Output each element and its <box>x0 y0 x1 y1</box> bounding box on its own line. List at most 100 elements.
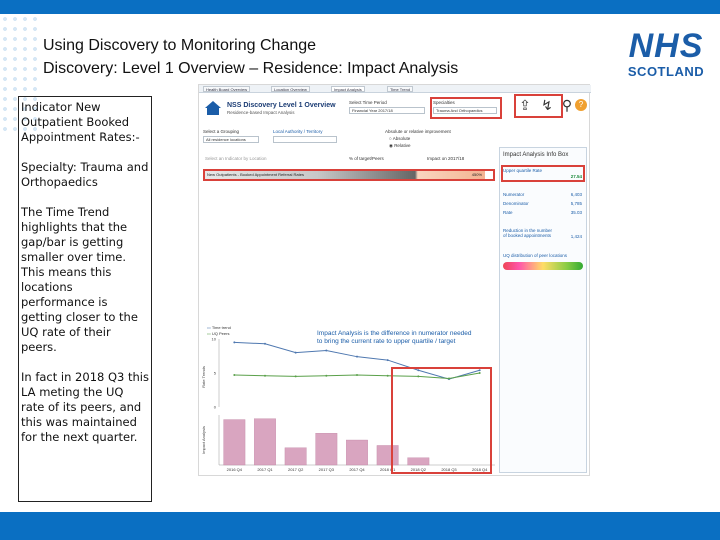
info-upper-highlight <box>501 165 585 182</box>
x-tick-label: 2017 Q4 <box>349 467 365 472</box>
annotation-line2: to bring the current rate to upper quart… <box>317 338 456 345</box>
series-point-0 <box>294 351 297 354</box>
series-point-0 <box>386 359 389 362</box>
info-upper-label: Upper quartile Rate <box>503 168 543 173</box>
impact-bar <box>346 439 368 466</box>
info-numerator-label: Numerator <box>503 192 525 197</box>
line-tick-label: 10 <box>212 337 217 342</box>
impact-axis-label: Impact Analysis <box>201 426 206 454</box>
impact-bar <box>376 445 399 466</box>
magnifier-icon[interactable]: ⚲ <box>561 97 573 113</box>
impact-bar <box>315 433 338 466</box>
x-tick-label: 2018 Q3 <box>441 467 457 472</box>
legend-time-trend: ▭ Time trend <box>207 325 231 330</box>
logo-scotland: SCOTLAND <box>627 64 705 79</box>
x-tick-label: 2017 Q1 <box>257 467 273 472</box>
absolute-relative-label: Absolute or relative improvement <box>385 129 451 134</box>
series-point-0 <box>478 369 481 372</box>
slide-title-line1: Using Discovery to Monitoring Change <box>43 37 317 54</box>
info-reduce-value: 1,424 <box>570 234 582 239</box>
legend-time-trend-label: Time trend <box>211 325 231 330</box>
nhs-scotland-logo: NHS SCOTLAND <box>620 28 712 79</box>
specialties-select[interactable]: Trauma And Orthopaedics <box>433 107 497 114</box>
chart-icon[interactable]: ↯ <box>541 97 553 113</box>
app-title: NSS Discovery Level 1 Overview <box>227 102 336 109</box>
conclusion-text: In fact in 2018 Q3 this LA meting the UQ… <box>21 370 149 444</box>
series-point-1 <box>233 374 236 377</box>
discovery-screenshot: Health Board Overview Location Overview … <box>198 84 591 476</box>
legend-uq: ▭ UQ Peers <box>207 331 230 336</box>
tab-health-board[interactable]: Health Board Overview <box>203 86 251 92</box>
legend-uq-label: UQ Peers <box>211 331 230 336</box>
grouping-select[interactable]: All residence locations <box>203 136 259 143</box>
app-subtitle: Residence-based Impact Analysis <box>227 110 295 115</box>
radio-absolute[interactable]: ○ Absolute <box>389 136 411 141</box>
info-denominator-label: Denominator <box>503 201 529 206</box>
tab-location[interactable]: Location Overview <box>271 86 310 92</box>
local-authority-select[interactable] <box>273 136 337 143</box>
line-tick-label: 0 <box>214 405 217 410</box>
grouping-label: Select a Grouping <box>203 129 240 134</box>
impact-chart: 0 5 10 Rate Trends Impact Analysis 2016 Q4 201… <box>201 337 495 472</box>
info-rate-label: Rate <box>503 210 513 215</box>
radio-relative-label: Relative <box>394 143 411 148</box>
rate-axis-label: Rate Trends <box>201 366 206 388</box>
slide-title: Using Discovery to Monitoring Change Dis… <box>43 34 458 80</box>
info-dist-label: UQ distribution of peer locations <box>503 253 568 258</box>
series-point-0 <box>417 369 420 372</box>
explanation-textbox: Indicator New Outpatient Booked Appointm… <box>18 96 152 502</box>
impact-bar <box>254 418 276 466</box>
time-period-label: Select Time Period <box>349 100 387 105</box>
impact-info-box: Impact Analysis Info Box Upper quartile … <box>499 147 587 473</box>
series-point-1 <box>325 374 328 377</box>
time-period-select[interactable]: Financial Year 2017/18 <box>349 107 425 114</box>
series-point-1 <box>294 375 297 378</box>
bottom-banner <box>0 512 720 540</box>
col-indicator-label: Select an Indicator by Location <box>205 156 267 161</box>
trend-text: The Time Trend highlights that the gap/b… <box>21 205 138 354</box>
specialty-text: Specialty: Trauma and Orthopaedics <box>21 160 149 189</box>
series-point-1 <box>264 374 266 377</box>
line-tick-label: 5 <box>214 371 217 376</box>
series-point-1 <box>417 375 420 378</box>
indicator-row[interactable]: New Outpatients - Booked Appointment Ref… <box>205 171 485 179</box>
indicator-row-value: 450% <box>471 172 482 177</box>
x-tick-label: 2018 Q1 <box>380 467 396 472</box>
impact-bar <box>223 419 246 466</box>
x-tick-label: 2016 Q4 <box>227 467 243 472</box>
info-reduce-label: Reduction in the number of booked appoin… <box>503 228 553 238</box>
logo-nhs: NHS <box>628 27 704 65</box>
col-target-label: % of target/Peers <box>349 156 384 161</box>
info-box-title: Impact Analysis Info Box <box>503 152 569 158</box>
local-authority-label: Local Authority / Territory <box>273 129 323 134</box>
series-point-1 <box>386 374 389 377</box>
info-rate-value: 35.03 <box>570 210 582 215</box>
x-tick-label: 2018 Q4 <box>472 467 488 472</box>
impact-annotation: Impact Analysis is the difference in num… <box>317 330 472 346</box>
export-icon[interactable]: ⇪ <box>519 97 531 113</box>
toolbar-highlight <box>514 94 563 118</box>
annotation-line1: Impact Analysis is the difference in num… <box>317 330 472 337</box>
series-point-1 <box>448 377 450 380</box>
help-icon[interactable]: ? <box>575 99 587 111</box>
x-tick-label: 2017 Q3 <box>319 467 335 472</box>
series-point-0 <box>264 342 266 345</box>
radio-absolute-label: Absolute <box>392 136 411 141</box>
series-point-1 <box>356 374 358 377</box>
recent-quarters-highlight <box>391 367 492 474</box>
specialties-label: Specialties <box>433 100 455 105</box>
top-banner <box>0 0 720 14</box>
home-icon[interactable] <box>204 100 222 116</box>
impact-bar <box>407 457 430 466</box>
radio-relative[interactable]: ◉ Relative <box>389 143 411 148</box>
tab-impact-analysis[interactable]: Impact Analysis <box>331 86 365 92</box>
tab-time-trend[interactable]: Time Trend <box>387 86 414 92</box>
series-point-0 <box>233 341 236 344</box>
specialty-highlight <box>430 97 502 119</box>
decorative-dots <box>0 14 40 134</box>
series-point-0 <box>325 349 328 352</box>
x-tick-label: 2017 Q2 <box>288 467 304 472</box>
info-upper-value: 27.54 <box>570 174 582 179</box>
info-denominator-value: 5,785 <box>570 201 582 206</box>
indicator-text: Indicator New Outpatient Booked Appointm… <box>21 100 140 144</box>
